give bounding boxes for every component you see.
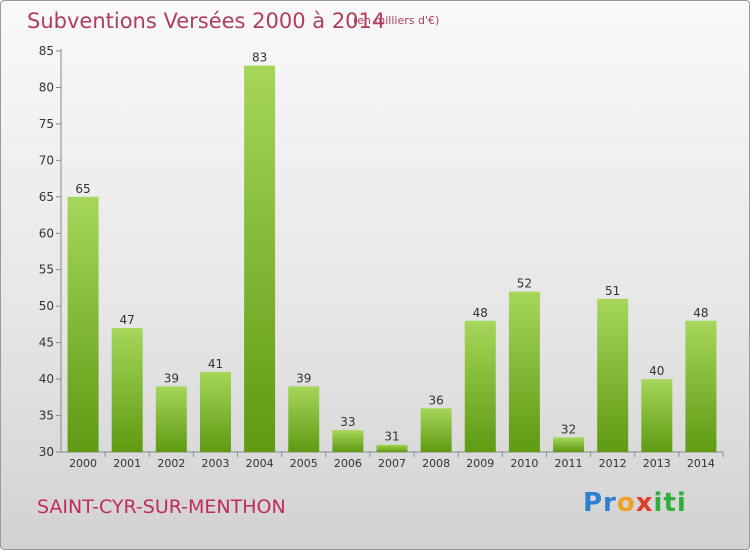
y-tick-label: 45 (39, 336, 54, 350)
x-tick-label: 2003 (201, 457, 229, 470)
bar (597, 298, 629, 452)
bar (376, 444, 408, 452)
chart-subtitle: (en milliers d'€) (353, 14, 440, 27)
y-tick-label: 50 (39, 299, 54, 313)
x-tick-label: 2002 (157, 457, 185, 470)
data-label: 33 (340, 415, 355, 429)
x-tick-label: 2014 (687, 457, 715, 470)
x-tick-label: 2000 (69, 457, 97, 470)
chart-bars: 65 47 39 41 83 39 33 31 36 48 52 32 51 40 48 (67, 51, 717, 452)
y-tick-label: 75 (39, 117, 54, 131)
bar (155, 386, 187, 452)
data-label: 36 (428, 393, 443, 407)
x-tick-label: 2007 (378, 457, 406, 470)
logo-part: x (635, 488, 654, 518)
y-tick-label: 40 (39, 372, 54, 386)
x-tick-label: 2011 (555, 457, 583, 470)
y-tick-label: 30 (39, 445, 54, 459)
bar (332, 430, 364, 452)
y-tick-label: 70 (39, 153, 54, 167)
bar (685, 320, 717, 452)
bar (553, 437, 585, 452)
bar (641, 379, 673, 452)
y-tick-label: 65 (39, 190, 54, 204)
x-tick-label: 2009 (466, 457, 494, 470)
x-tick-label: 2010 (510, 457, 538, 470)
data-label: 48 (693, 306, 708, 320)
data-label: 48 (473, 306, 488, 320)
x-tick-label: 2004 (246, 457, 274, 470)
bar (111, 328, 143, 452)
bar (508, 291, 540, 452)
data-label: 41 (208, 357, 223, 371)
data-label: 51 (605, 284, 620, 298)
x-tick-label: 2013 (643, 457, 671, 470)
y-tick-label: 55 (39, 263, 54, 277)
data-label: 83 (252, 51, 267, 65)
bar (244, 65, 276, 452)
data-label: 39 (164, 371, 179, 385)
commune-name: SAINT-CYR-SUR-MENTHON (37, 496, 286, 518)
data-label: 32 (561, 422, 576, 436)
bar (288, 386, 320, 452)
logo-part: o (616, 488, 636, 518)
y-tick-label: 60 (39, 226, 54, 240)
bar (199, 371, 231, 452)
chart-title: Subventions Versées 2000 à 2014 (27, 9, 386, 33)
y-tick-label: 35 (39, 409, 54, 423)
logo-part: iti (653, 488, 687, 518)
bar (420, 408, 452, 452)
proxiti-logo: Proxiti (583, 488, 687, 518)
data-label: 52 (517, 277, 532, 291)
data-label: 31 (384, 430, 399, 444)
x-tick-label: 2001 (113, 457, 141, 470)
x-tick-label: 2006 (334, 457, 362, 470)
chart-axes: 30 35 40 45 50 55 60 65 70 75 80 85 2000 2001 2002 2003… (39, 44, 724, 470)
y-tick-label: 85 (39, 44, 54, 58)
x-tick-label: 2008 (422, 457, 450, 470)
bar (464, 320, 496, 452)
bar (67, 196, 99, 452)
data-label: 47 (120, 313, 135, 327)
logo-part: Pr (583, 488, 617, 518)
data-label: 65 (75, 182, 90, 196)
x-tick-label: 2012 (599, 457, 627, 470)
data-label: 40 (649, 364, 664, 378)
x-tick-label: 2005 (290, 457, 318, 470)
data-label: 39 (296, 371, 311, 385)
y-tick-label: 80 (39, 80, 54, 94)
